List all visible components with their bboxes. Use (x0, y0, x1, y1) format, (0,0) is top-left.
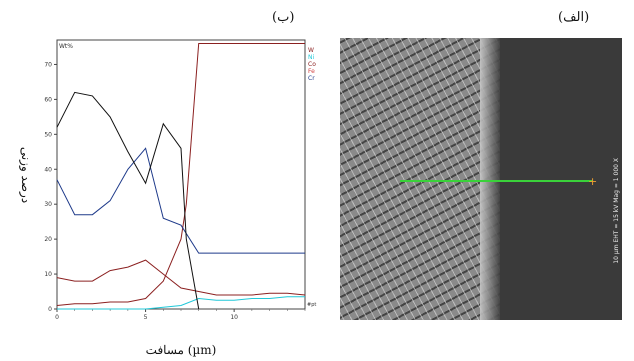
series-line-ni (57, 296, 305, 310)
x-tick-label: 10 (230, 314, 238, 321)
y-tick-label: 0 (48, 306, 52, 313)
x-tick-label: 0 (55, 314, 59, 321)
dendritic-substrate (340, 38, 500, 320)
y-tick-label: 60 (44, 96, 52, 103)
y-tick-label: 40 (44, 166, 52, 173)
y-unit-label: Wt% (59, 43, 73, 50)
y-tick-label: 50 (44, 131, 52, 138)
y-tick-label: 30 (44, 201, 52, 208)
y-tick-label: 70 (44, 61, 52, 68)
sem-micrograph: + 10 µm EHT = 15 kV Mag = 1 000 X (340, 38, 622, 320)
series-line-cr (56, 147, 305, 254)
series-line-co (56, 259, 306, 296)
legend-entry-co: Co (308, 61, 316, 68)
panel-label-b: (ب) (272, 10, 295, 25)
legend-entry-cr: Cr (308, 75, 315, 82)
legend-entry-w: W (308, 47, 314, 54)
series-line-unlabeled-4 (56, 91, 200, 310)
panel-label-a: (الف) (558, 10, 590, 25)
y-tick-label: 10 (44, 271, 52, 278)
scan-line (400, 180, 592, 182)
x-tick-label: 5 (144, 314, 148, 321)
x-axis-label: مسافت (µm) (146, 343, 217, 357)
y-axis-label: درصد وزنی (19, 147, 33, 203)
legend-entry-ni: Ni (308, 54, 314, 61)
micrograph-info: 10 µm EHT = 15 kV Mag = 1 000 X (613, 158, 620, 264)
coating-region (500, 38, 622, 320)
x-end-label: #pt (307, 302, 316, 308)
interface-edge (480, 38, 500, 320)
legend-entry-fe: Fe (308, 68, 315, 75)
series-line-w (56, 43, 305, 306)
plot-frame (56, 39, 306, 310)
y-tick-label: 20 (44, 236, 52, 243)
scan-end-marker: + (588, 175, 598, 188)
